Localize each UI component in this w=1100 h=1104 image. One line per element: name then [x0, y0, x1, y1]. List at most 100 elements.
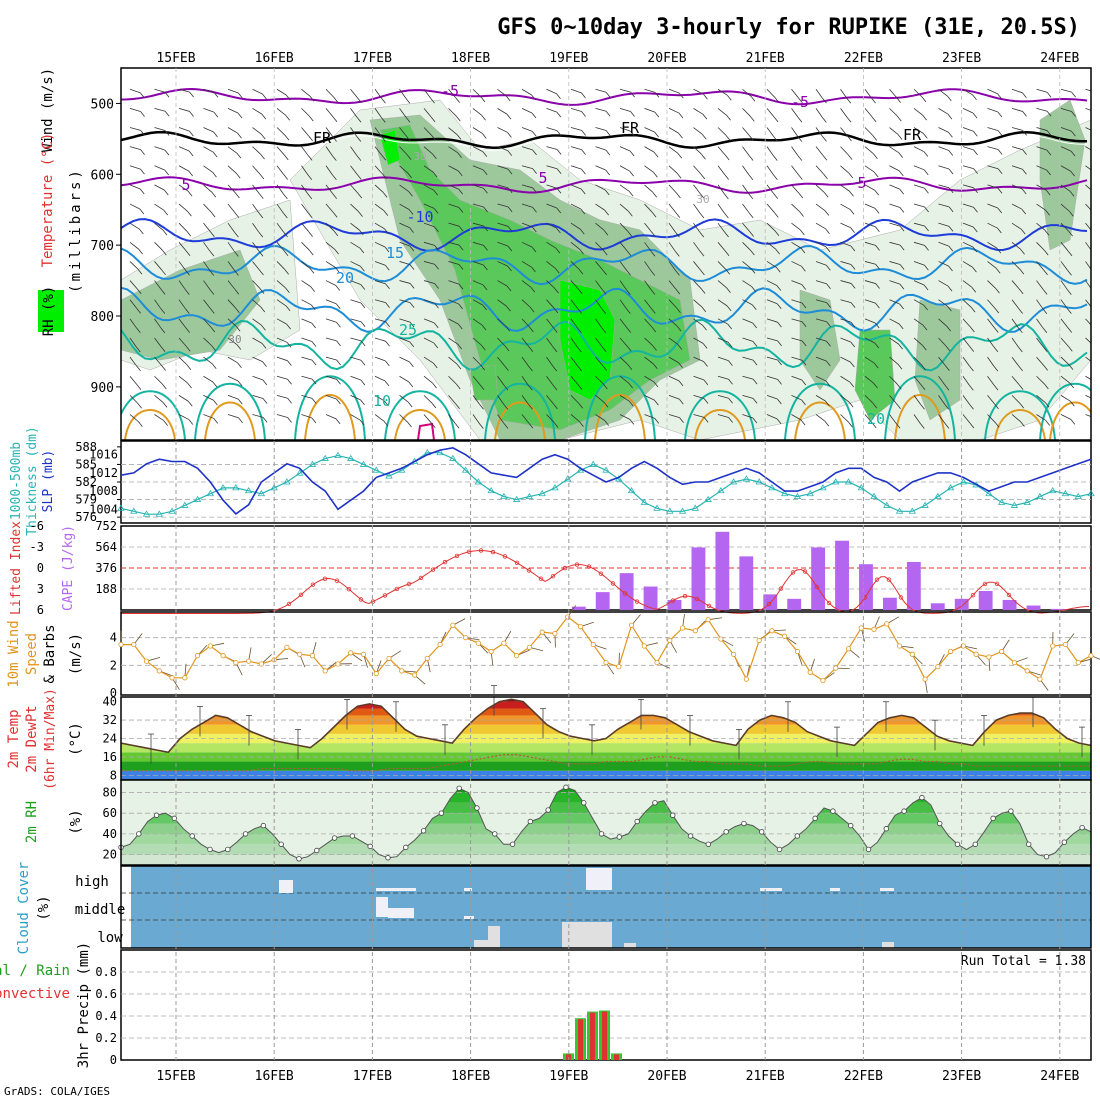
temp-tick-label: 16: [103, 750, 117, 764]
rh-marker: [510, 842, 515, 847]
temp-tick-label: 32: [103, 713, 117, 727]
cape-bar: [1051, 609, 1065, 610]
rh-marker: [581, 801, 586, 806]
wind-marker: [719, 637, 723, 641]
rh-marker: [136, 832, 141, 837]
wind-marker: [974, 652, 978, 656]
contour-label: -10: [406, 208, 433, 226]
bottom-date-label: 18FEB: [451, 1069, 490, 1084]
wind-barb-flag: [1092, 251, 1096, 256]
top-date-label: 16FEB: [255, 51, 294, 66]
wind-barb-flag: [1092, 232, 1096, 237]
rh-marker: [546, 808, 551, 813]
cape-bar: [715, 532, 729, 610]
wind-marker: [936, 665, 940, 669]
contour-label: 30: [696, 193, 709, 206]
wind-marker: [489, 649, 493, 653]
wind-marker: [157, 669, 161, 673]
cape-label: CAPE (J/kg): [61, 525, 76, 611]
cloud-block: [586, 868, 612, 890]
cape-bar: [620, 573, 634, 610]
wind-marker: [706, 617, 710, 621]
wind-marker: [782, 634, 786, 638]
pressure-tick-label: 700: [91, 239, 114, 254]
wind-barb-flag: [1096, 132, 1100, 137]
temp-band: [121, 709, 1091, 716]
wind-marker: [132, 642, 136, 646]
rh-marker: [759, 830, 764, 835]
lifted-index-label: Lifted Index: [9, 521, 24, 615]
wind-marker: [591, 642, 595, 646]
wind-marker: [297, 652, 301, 656]
cape-tick-label: 188: [95, 582, 117, 596]
top-date-label: 24FEB: [1040, 51, 1079, 66]
bottom-date-label: 16FEB: [255, 1069, 294, 1084]
thickness-label-1: 1000-500mb: [9, 442, 24, 520]
temp2m-unit: (°C): [68, 722, 84, 756]
precip-tick-label: 0.8: [95, 965, 117, 979]
wind-marker: [208, 644, 212, 648]
wind-barb-flag: [1096, 92, 1100, 97]
cloud-block: [488, 926, 500, 948]
top-date-label: 21FEB: [746, 51, 785, 66]
wind-marker: [1076, 660, 1080, 664]
top-date-label: 17FEB: [353, 51, 392, 66]
rh-marker: [457, 786, 462, 791]
wind-marker: [246, 659, 250, 663]
wind-marker: [412, 673, 416, 677]
rh-marker: [528, 819, 533, 824]
thickness-markers: [118, 450, 1094, 517]
rh-marker: [332, 836, 337, 841]
precip-panel: 0.80.60.40.20 Run Total = 1.38 Total / R…: [0, 942, 1091, 1068]
rh-marker: [1009, 809, 1014, 814]
wind-marker: [731, 652, 735, 656]
rh-marker: [635, 819, 640, 824]
wind-marker: [987, 655, 991, 659]
rh-marker: [386, 855, 391, 860]
rh-marker: [403, 845, 408, 850]
cloud-block: [464, 916, 474, 919]
wind-marker: [910, 652, 914, 656]
wind10m-label-1: 10m Wind: [6, 620, 22, 687]
wind-marker: [183, 676, 187, 680]
cloud-low-label: low: [97, 930, 123, 946]
rh-marker: [617, 835, 622, 840]
rh-marker: [706, 842, 711, 847]
rh-marker: [920, 795, 925, 800]
slp-tick-label: 1004: [89, 502, 118, 516]
wind-barb-flag: [1096, 418, 1100, 423]
cloud-block: [376, 888, 416, 891]
contour-label: 15: [386, 244, 404, 262]
wind-marker: [425, 656, 429, 660]
wind-marker: [578, 624, 582, 628]
wind-barb-flag: [1096, 112, 1100, 117]
contour-label: 25: [399, 321, 417, 339]
temp-tick-label: 8: [110, 768, 117, 782]
cloud-block: [388, 908, 414, 918]
wind-marker: [604, 660, 608, 664]
rh2m-label: 2m RH: [24, 801, 40, 843]
cloud-unit: (%): [36, 895, 52, 920]
wind-marker: [655, 660, 659, 664]
pressure-tick-label: 500: [91, 97, 114, 112]
cloud-block: [830, 888, 840, 891]
wind-marker: [400, 669, 404, 673]
contour-label: FR: [903, 126, 922, 144]
rh-tick-label: 40: [103, 827, 117, 841]
wind-marker: [540, 630, 544, 634]
chart-title: GFS 0~10day 3-hourly for RUPIKE (31E, 20…: [497, 15, 1080, 40]
rh-marker: [368, 844, 373, 849]
cape-tick-label: 376: [95, 561, 117, 575]
millibars-axis-label: (millibars): [68, 167, 84, 293]
wind-marker: [693, 629, 697, 633]
rh-marker: [831, 809, 836, 814]
wind-marker: [1089, 653, 1093, 657]
li-tick-label: 6: [37, 603, 44, 617]
precip-tick-label: 0: [110, 1053, 117, 1067]
cloud-high-label: high: [75, 874, 109, 890]
wind-marker: [885, 622, 889, 626]
wind-marker: [1038, 677, 1042, 681]
